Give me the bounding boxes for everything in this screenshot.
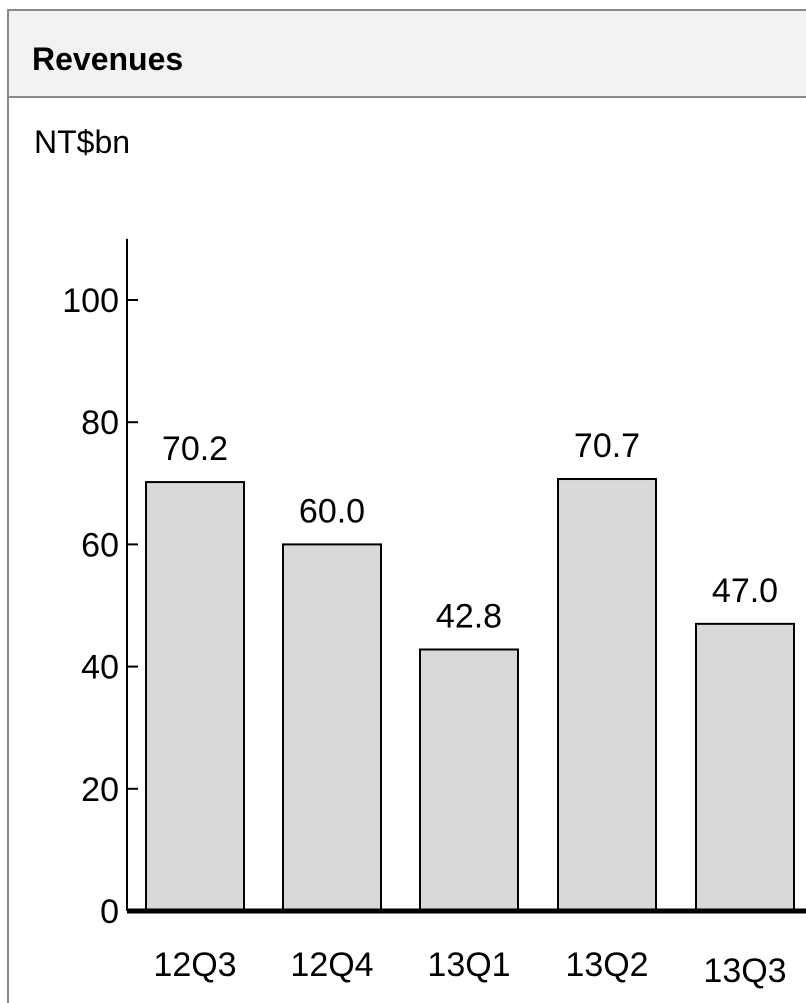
data-label: 47.0 bbox=[712, 572, 778, 610]
chart-title: Revenues bbox=[32, 41, 184, 77]
data-label: 42.8 bbox=[436, 597, 502, 635]
bar bbox=[695, 622, 795, 913]
x-tick-label: 13Q3 bbox=[703, 952, 786, 990]
y-tick-label: 40 bbox=[81, 649, 119, 687]
chart-panel: Revenues NT$bn bbox=[7, 9, 806, 1003]
data-label: 70.2 bbox=[162, 430, 228, 468]
x-tick-label: 12Q4 bbox=[290, 946, 373, 984]
data-label: 70.7 bbox=[574, 427, 640, 465]
bar bbox=[419, 648, 519, 912]
x-tick-label: 12Q3 bbox=[153, 946, 236, 984]
bar bbox=[282, 543, 382, 913]
y-tick-label: 0 bbox=[100, 893, 119, 931]
unit-label: NT$bn bbox=[34, 124, 131, 160]
y-tick-label: 60 bbox=[81, 526, 119, 564]
chart-title-bar: Revenues bbox=[9, 11, 806, 98]
x-tick-label: 13Q2 bbox=[565, 946, 648, 984]
y-tick-label: 20 bbox=[81, 771, 119, 809]
x-tick-label: 13Q1 bbox=[427, 946, 510, 984]
y-tick-label: 80 bbox=[81, 404, 119, 442]
data-label: 60.0 bbox=[299, 492, 365, 530]
bar bbox=[557, 478, 657, 912]
bar bbox=[145, 481, 245, 912]
y-tick-label: 100 bbox=[62, 282, 119, 320]
